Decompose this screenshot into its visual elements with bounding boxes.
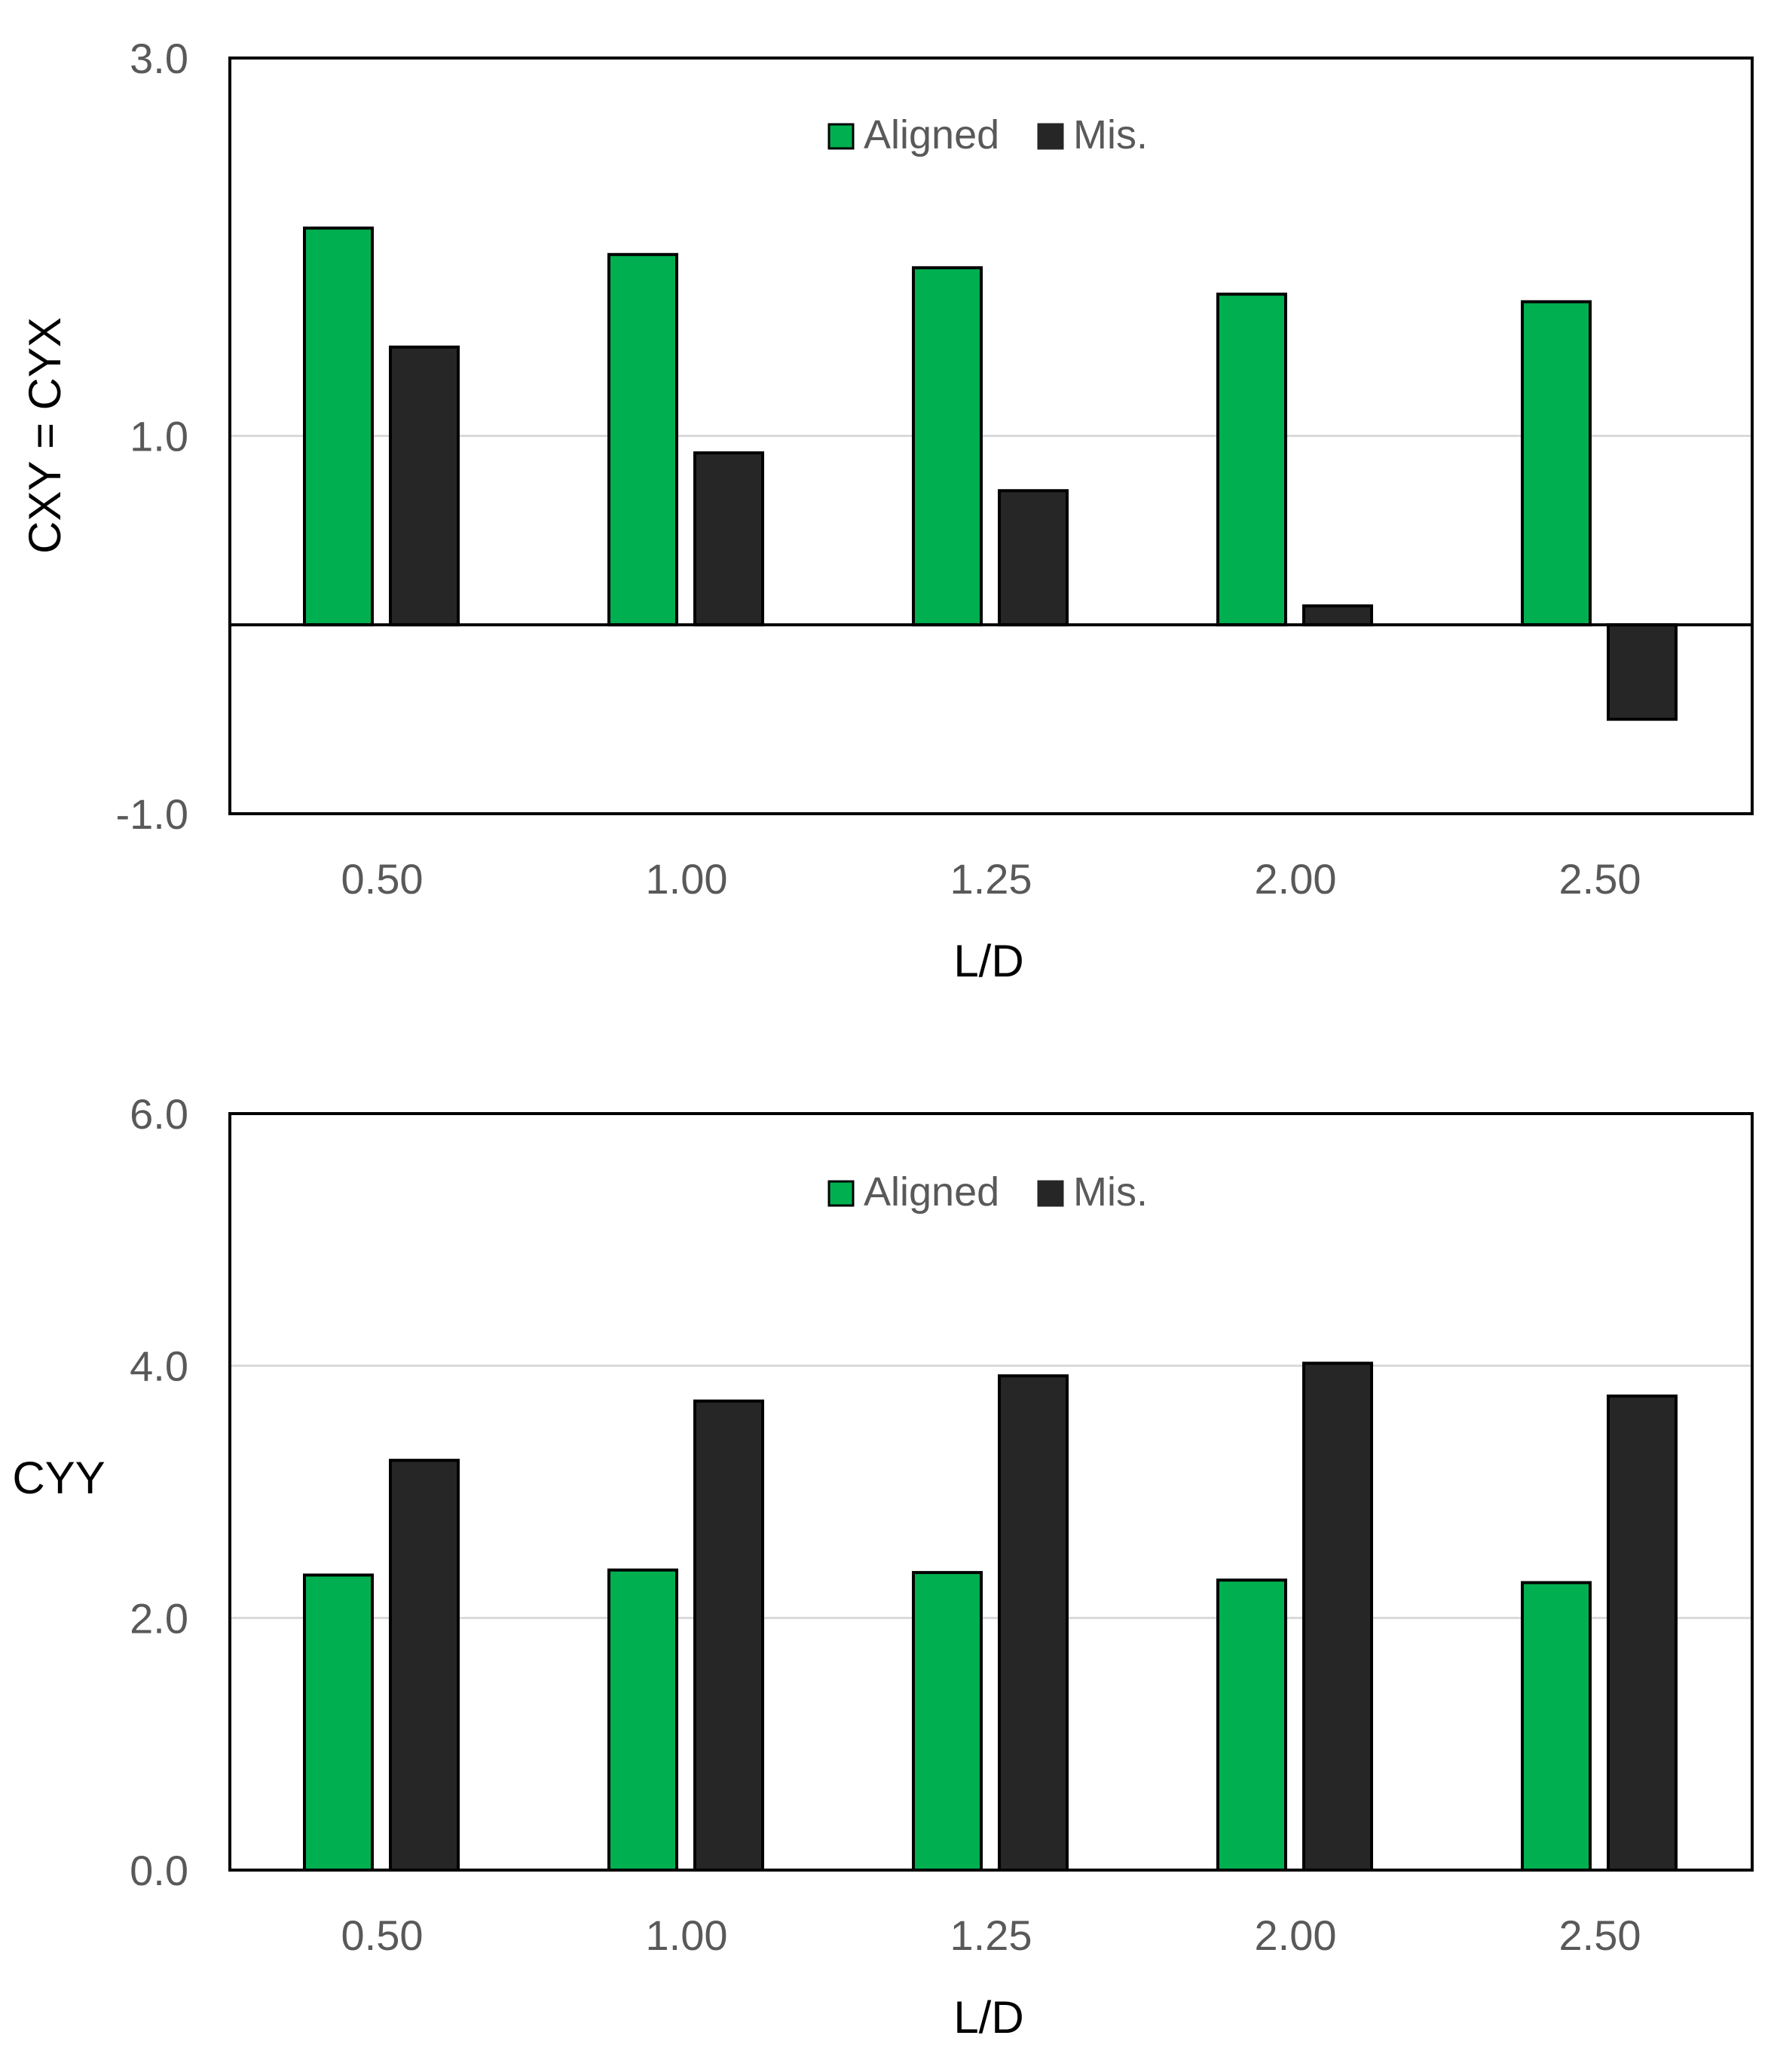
plot-frame	[228, 57, 1754, 815]
legend: Aligned Mis.	[827, 112, 1148, 157]
x-axis-title: L/D	[953, 936, 1023, 986]
legend-label-aligned: Aligned	[864, 112, 999, 157]
y-tick-label: 6.0	[130, 1090, 188, 1138]
x-tick-label: 2.50	[1559, 855, 1641, 903]
bar-mis-0-50	[389, 1459, 460, 1872]
bar-mis-1-00	[693, 451, 764, 627]
bar-aligned-0-50	[303, 1573, 374, 1872]
x-tick-label: 1.00	[646, 1912, 728, 1959]
bar-aligned-2-50	[1521, 300, 1592, 627]
bar-aligned-2-00	[1216, 1578, 1287, 1872]
legend-swatch-mis	[1037, 123, 1064, 150]
y-axis-title: CXY = CYX	[20, 317, 70, 554]
bar-mis-1-25	[998, 1374, 1069, 1872]
bar-mis-2-00	[1302, 604, 1373, 627]
legend-label-mis: Mis.	[1073, 112, 1148, 157]
bar-aligned-1-25	[912, 266, 983, 627]
legend-label-aligned: Aligned	[864, 1169, 999, 1215]
x-tick-label: 1.25	[950, 1912, 1032, 1959]
chart-cxy-cyx: 3.0 1.0 -1.0 0.50 1.00 1.25 2.00 2.50 Aligned Mis…	[20, 35, 1754, 986]
x-tick-label: 0.50	[341, 855, 424, 903]
bar-mis-2-50	[1607, 1394, 1678, 1872]
x-tick-label: 2.00	[1255, 855, 1337, 903]
x-tick-label: 2.00	[1255, 1912, 1337, 1959]
bar-mis-2-50	[1607, 623, 1678, 721]
bar-aligned-2-00	[1216, 292, 1287, 627]
bar-mis-1-00	[693, 1399, 764, 1872]
bar-aligned-1-25	[912, 1571, 983, 1872]
bar-mis-1-25	[998, 489, 1069, 627]
legend-swatch-mis	[1037, 1180, 1064, 1207]
bar-aligned-1-00	[607, 252, 678, 627]
y-axis-title: CYY	[12, 1453, 105, 1503]
legend: Aligned Mis.	[827, 1169, 1148, 1215]
legend-label-mis: Mis.	[1073, 1169, 1148, 1215]
bar-mis-2-00	[1302, 1361, 1373, 1872]
x-tick-label: 1.00	[646, 855, 728, 903]
bar-aligned-0-50	[303, 226, 374, 627]
chart-cyy: 6.0 4.0 2.0 0.0 0.50 1.00 1.25 2.00 2.50 Aligned M…	[12, 1090, 1754, 2043]
plot-frame	[228, 1112, 1754, 1872]
y-tick-label: 3.0	[130, 35, 188, 82]
x-tick-label: 1.25	[950, 855, 1032, 903]
legend-swatch-aligned	[827, 1180, 855, 1207]
bar-mis-0-50	[389, 345, 460, 627]
x-tick-label: 0.50	[341, 1912, 424, 1959]
y-tick-label: -1.0	[116, 790, 189, 838]
x-axis-title: L/D	[953, 1992, 1023, 2043]
y-tick-label: 1.0	[130, 413, 188, 460]
y-tick-label: 2.0	[130, 1594, 188, 1642]
y-tick-label: 0.0	[130, 1847, 188, 1894]
bar-aligned-2-50	[1521, 1581, 1592, 1872]
y-tick-label: 4.0	[130, 1343, 188, 1390]
bar-aligned-1-00	[607, 1568, 678, 1872]
x-tick-label: 2.50	[1559, 1912, 1641, 1959]
legend-swatch-aligned	[827, 123, 855, 150]
